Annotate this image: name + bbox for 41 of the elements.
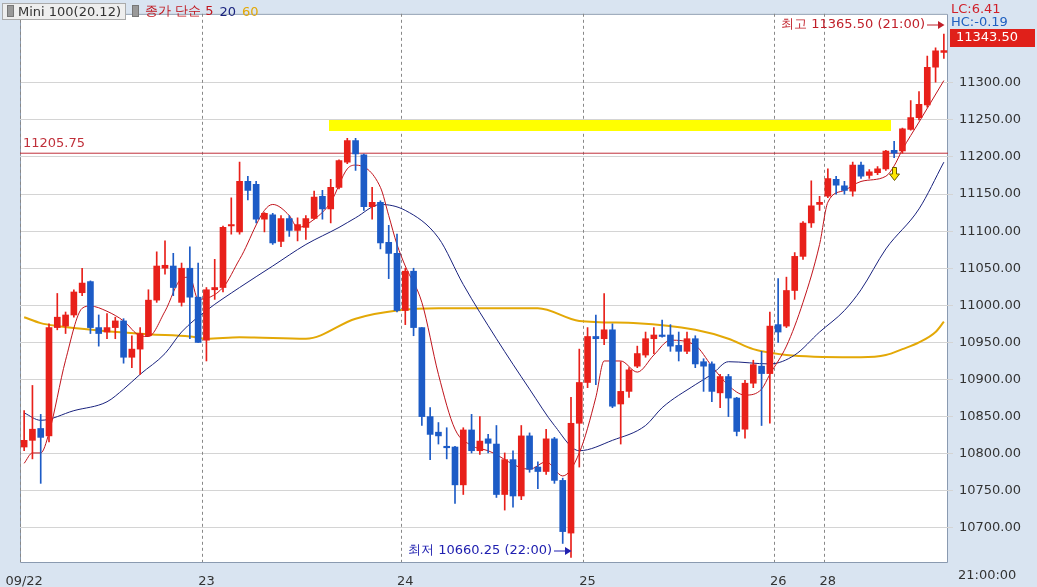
text: 11343.50	[956, 29, 1019, 45]
text: 21:00:00	[958, 567, 1017, 583]
x-tick-label: 24	[397, 573, 414, 587]
y-tick-label: 10900.00	[959, 370, 1022, 386]
y-tick-label: 11300.00	[959, 74, 1022, 90]
y-tick-label: 10800.00	[959, 445, 1022, 461]
y-tick-label: 10750.00	[959, 482, 1022, 498]
y-tick-label: 11050.00	[959, 259, 1022, 275]
y-tick-label: 11200.00	[959, 148, 1022, 164]
chart-title: Mini 100(20.12)	[18, 3, 121, 19]
y-tick-label: 11000.00	[959, 296, 1022, 312]
y-tick-label: 11250.00	[959, 111, 1022, 127]
candlestick	[940, 33, 948, 59]
x-tick-label: 28	[819, 573, 837, 587]
x-tick-label: 09/22	[5, 573, 43, 587]
line-series	[23, 80, 945, 477]
y-tick-label: 10950.00	[959, 333, 1022, 349]
candlestick	[37, 414, 45, 484]
line-series	[23, 161, 945, 452]
x-tick-label: 26	[769, 573, 787, 587]
annotation: 최저 10660.25 (22:00)	[408, 542, 552, 558]
text: 60	[242, 3, 259, 19]
text: 종가 단순 5	[144, 2, 214, 20]
y-tick-label: 10700.00	[959, 519, 1022, 535]
candlestick	[600, 293, 608, 345]
ref-line-label: 11205.75	[23, 134, 86, 150]
line-series	[23, 307, 945, 359]
y-tick-label: 11100.00	[959, 222, 1022, 238]
candlestick	[443, 427, 451, 460]
candlestick	[161, 240, 169, 275]
annotation: 최고 11365.50 (21:00)	[781, 16, 925, 32]
y-tick-label: 10850.00	[959, 407, 1022, 423]
text: HC:-0.19	[951, 14, 1008, 30]
text: LC:6.41	[951, 1, 1001, 17]
candlestick	[890, 141, 898, 159]
candlestick	[592, 314, 600, 386]
text: 20	[219, 3, 237, 19]
candlestick	[617, 361, 625, 445]
y-tick-label: 11150.00	[959, 185, 1022, 201]
x-tick-label: 25	[579, 573, 596, 587]
x-tick-label: 23	[198, 573, 215, 587]
